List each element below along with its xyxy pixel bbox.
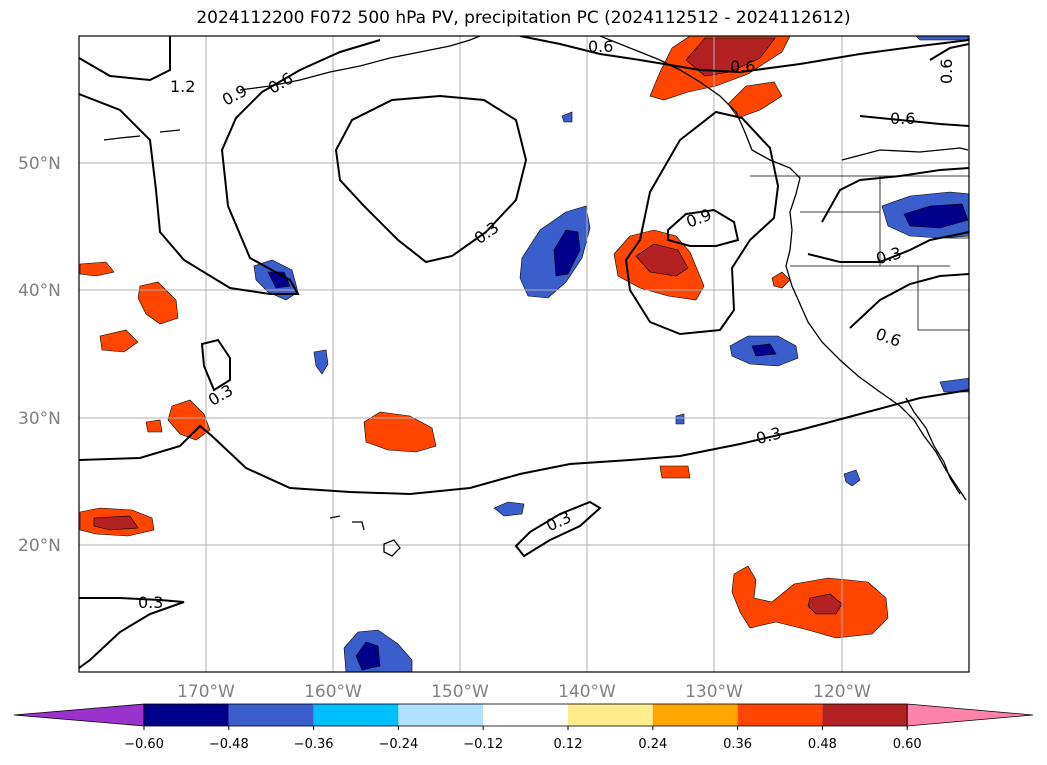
contour-label: 0.6 xyxy=(937,59,956,84)
positive-anomaly-patch xyxy=(145,419,163,433)
lon-label: 150°W xyxy=(431,682,489,702)
colorbar-tick-label: 0.60 xyxy=(893,737,922,752)
coastlines xyxy=(103,36,969,557)
lat-label: 40°N xyxy=(18,281,61,301)
strong-positive-core xyxy=(635,243,689,277)
colorbar-tick-label: −0.48 xyxy=(209,737,249,752)
colorbar-segment xyxy=(228,704,314,726)
negative-anomaly-patch xyxy=(493,501,525,517)
colorbar-extend-low xyxy=(13,703,145,727)
colorbar-tick-label: 0.12 xyxy=(554,737,583,752)
colorbar-extend-high xyxy=(906,703,1034,727)
negative-anomaly-patch xyxy=(561,111,573,123)
lat-label: 20°N xyxy=(18,536,61,556)
latitude-labels: 50°N 40°N 30°N 20°N xyxy=(18,154,61,556)
negative-anomaly-patch xyxy=(843,469,861,487)
pv-contour-0.6-ne xyxy=(929,43,969,61)
colorbar-frame xyxy=(143,703,908,727)
colorbar-tick-label: −0.36 xyxy=(294,737,334,752)
precip-anomaly-layer xyxy=(79,36,969,672)
pv-contour-0.6-east xyxy=(821,167,969,223)
colorbar-tick-label: 0.36 xyxy=(723,737,752,752)
colorbar-segment xyxy=(144,704,229,726)
contour-label: 0.3 xyxy=(138,593,163,612)
pv-contour-0.3-local xyxy=(200,338,231,392)
strong-positive-core xyxy=(685,37,776,77)
colorbar-segment xyxy=(652,704,738,726)
alaska-coast xyxy=(239,36,481,91)
map-frame xyxy=(78,35,970,673)
colorbar-segment xyxy=(737,704,823,726)
pv-contour-0.6-trough xyxy=(624,110,780,336)
pv-contour-0.9 xyxy=(79,39,381,295)
baja-coast xyxy=(905,397,961,495)
gridlines xyxy=(79,36,969,672)
political-borders xyxy=(750,175,969,331)
positive-anomaly-patch xyxy=(79,261,115,277)
colorbar-segment xyxy=(313,704,399,726)
lon-label: 130°W xyxy=(685,682,743,702)
negative-anomaly-patch xyxy=(313,349,329,375)
hawaii-island xyxy=(383,539,401,557)
colorbar-segment xyxy=(483,704,568,726)
positive-anomaly-patch xyxy=(659,465,691,479)
lat-label: 30°N xyxy=(18,409,61,429)
colorbar-tick-label: −0.12 xyxy=(463,737,503,752)
positive-anomaly-patch xyxy=(363,411,437,453)
positive-anomaly-patch xyxy=(771,271,791,289)
lon-label: 140°W xyxy=(558,682,616,702)
pv-contour-0.6-nw xyxy=(859,115,969,127)
map-panel: 1.2 0.9 0.6 0.6 0.6 0.6 0.6 0.9 0.3 0.3 … xyxy=(79,36,969,672)
strong-negative-core xyxy=(751,343,777,357)
contour-label: 1.2 xyxy=(170,77,195,96)
contour-label: 0.6 xyxy=(730,57,755,76)
strong-negative-core xyxy=(903,203,969,229)
pv-contour-0.6 xyxy=(519,36,969,74)
negative-anomaly-patch xyxy=(939,377,969,393)
colorbar-tick-label: −0.60 xyxy=(124,737,164,752)
colorbar-segment xyxy=(568,704,653,726)
positive-anomaly-patch xyxy=(99,329,139,353)
strong-positive-core xyxy=(807,593,843,615)
pv-contour-0.6-se xyxy=(849,273,969,329)
lon-label: 170°W xyxy=(177,682,235,702)
contour-label: 0.6 xyxy=(588,37,613,56)
strong-positive-core xyxy=(93,515,139,531)
pv-contour-0.3-south xyxy=(514,500,602,558)
figure-title: 2024112200 F072 500 hPa PV, precipitatio… xyxy=(196,8,851,28)
pv-contour-0.3-north xyxy=(334,94,528,264)
negative-anomaly-patch xyxy=(675,413,685,425)
colorbar-tick-label: −0.24 xyxy=(378,737,418,752)
lon-label: 120°W xyxy=(813,682,871,702)
lon-label: 160°W xyxy=(304,682,362,702)
colorbar-segment xyxy=(822,704,908,726)
positive-anomaly-patch xyxy=(167,399,211,441)
strong-negative-core xyxy=(355,641,381,671)
pv-contours xyxy=(79,36,969,669)
longitude-labels: 170°W 160°W 150°W 140°W 130°W 120°W xyxy=(177,682,871,702)
pv-contour-0.3-east xyxy=(807,231,969,263)
colorbar-tick-label: 0.24 xyxy=(638,737,667,752)
pv-contour-0.3-main xyxy=(79,389,969,496)
colorbar-tick-label: 0.48 xyxy=(808,737,837,752)
strong-negative-core xyxy=(553,229,581,277)
colorbar-segment xyxy=(398,704,484,726)
colorbar: −0.60 −0.48 −0.36 −0.24 −0.12 0.12 0.24 0.36 0.4… xyxy=(13,703,1034,752)
positive-anomaly-patch xyxy=(137,281,179,325)
contour-label: 0.6 xyxy=(890,109,915,128)
pv-contour-0.3-sw xyxy=(79,597,185,669)
pv-contour-1.2 xyxy=(79,36,171,82)
lat-label: 50°N xyxy=(18,154,61,174)
pv-contour-0.9-ring xyxy=(667,208,740,247)
